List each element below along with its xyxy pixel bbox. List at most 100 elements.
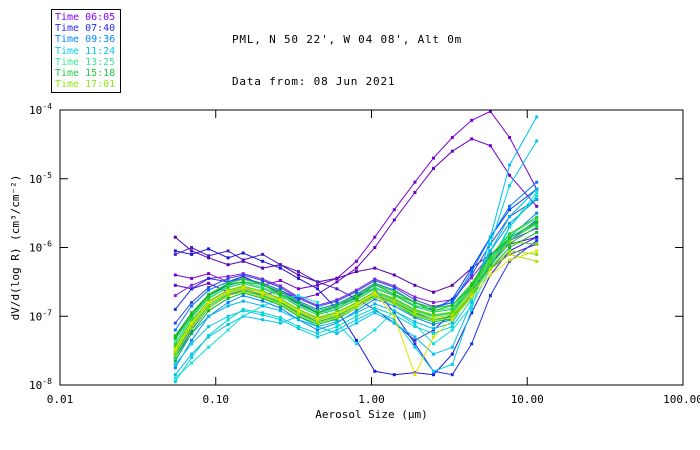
legend-item: Time 11:24 [55,46,120,57]
data-point-marker [413,180,417,184]
data-point-marker [173,334,177,337]
data-point-marker [535,204,539,208]
data-point-marker [241,294,245,298]
data-point-marker [392,299,396,303]
data-point-marker [226,294,230,298]
data-point-marker [470,304,474,308]
data-point-marker [392,292,396,296]
data-point-marker [278,321,282,325]
data-point-marker [278,290,282,293]
data-point-marker [278,266,282,270]
data-point-marker [413,283,417,287]
data-point-marker [535,194,539,198]
legend-item: Time 15:18 [55,68,120,79]
data-point-marker [335,320,339,324]
data-point-marker [173,328,177,332]
data-point-marker [173,321,177,325]
data-point-marker [432,301,435,304]
data-point-marker [373,283,377,287]
data-point-marker [450,316,454,320]
data-point-marker [470,307,474,311]
data-point-marker [488,294,492,298]
data-point-marker [392,321,396,325]
data-point-marker [413,342,417,346]
data-point-marker [207,304,211,308]
data-point-marker [535,139,539,143]
legend-item: Time 17:01 [55,79,120,90]
data-point-marker [207,345,211,349]
data-point-marker [261,283,265,287]
data-point-marker [190,313,194,317]
data-point-marker [173,380,177,384]
data-point-marker [241,280,245,284]
data-point-marker [432,316,435,320]
data-point-marker [278,285,282,289]
data-point-marker [278,318,282,322]
legend-item: Time 07:40 [55,23,120,34]
data-series-line [174,241,537,348]
data-point-marker [392,296,396,300]
data-point-marker [207,285,211,289]
data-point-marker [261,311,265,315]
data-point-marker [373,246,377,249]
data-point-marker [190,249,194,253]
data-point-marker [470,266,474,270]
data-point-marker [226,256,230,260]
data-point-marker [335,276,339,280]
data-point-marker [450,303,454,307]
plot-title-location: PML, N 50 22', W 04 08', Alt 0m [232,33,463,46]
data-point-marker [190,327,194,331]
data-point-marker [278,279,282,282]
data-point-marker [470,311,474,315]
data-point-marker [488,263,492,267]
data-point-marker [413,313,417,317]
data-point-marker [297,287,300,291]
data-point-marker [190,287,194,291]
data-point-marker [173,338,177,342]
data-series-line [174,220,537,345]
data-point-marker [190,321,194,325]
data-point-marker [173,336,177,340]
data-point-marker [508,163,512,167]
data-point-marker [432,369,435,373]
data-series-line [174,188,538,338]
data-point-marker [535,249,539,253]
data-point-marker [470,284,474,288]
data-point-marker [173,252,177,256]
data-point-marker [392,311,396,315]
data-point-marker [470,301,474,304]
data-point-marker [413,310,417,314]
data-point-marker [354,296,358,300]
data-point-marker [535,187,539,191]
data-point-marker [173,307,177,311]
data-point-marker [226,274,230,278]
data-point-marker [316,331,319,335]
y-tick-label: 10-7 [29,308,52,323]
data-point-marker [450,136,454,139]
data-point-marker [413,335,417,339]
data-point-marker [261,279,265,282]
data-point-marker [316,317,319,321]
data-point-marker [297,301,300,304]
data-point-marker [413,338,417,342]
data-point-marker [316,301,319,304]
data-point-marker [535,215,539,219]
data-point-marker [470,270,474,274]
legend-item-label: Time 11:24 [55,45,116,57]
data-point-marker [297,305,300,309]
data-point-marker [297,296,300,300]
data-point-marker [432,166,435,170]
data-point-marker [261,318,265,322]
data-point-marker [392,309,396,313]
data-point-marker [354,302,358,306]
data-point-marker [432,327,435,331]
data-point-marker [241,299,245,303]
data-point-marker [226,318,230,322]
y-axis-label: dV/d(log R) (cm³/cm⁻²) [9,175,22,321]
data-point-marker [488,273,492,277]
data-point-marker [226,304,230,308]
data-point-marker [373,287,377,291]
data-point-marker [190,352,194,356]
data-point-marker [508,238,512,242]
